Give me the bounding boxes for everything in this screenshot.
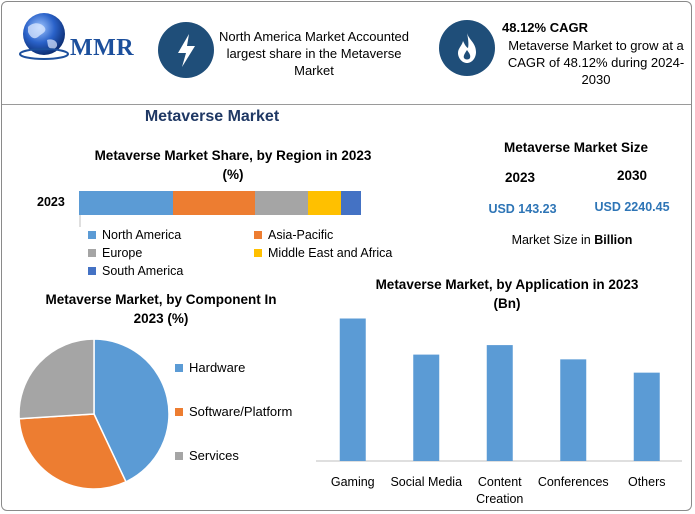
region-segment-north-america	[79, 191, 174, 215]
globe-icon	[19, 13, 69, 60]
application-chart-title: Metaverse Market, by Application in 2023…	[347, 275, 667, 313]
bar-social-media	[413, 354, 440, 461]
x-tick-label-others: Others	[628, 475, 666, 489]
region-segment-europe	[255, 191, 309, 215]
legend-label: North America	[102, 228, 182, 242]
legend-swatch	[254, 231, 262, 239]
stat2-title: 48.12% CAGR	[502, 20, 588, 35]
bar-gaming	[339, 318, 366, 461]
region-legend-item-middle-east-and-africa: Middle East and Africa	[254, 246, 392, 260]
region-chart-title-line2: (%)	[222, 167, 244, 182]
page-title: Metaverse Market	[144, 108, 280, 125]
legend-label: Hardware	[189, 360, 246, 375]
market-size-year-2030: 2030	[616, 168, 648, 183]
region-row-label: 2023	[37, 195, 65, 209]
component-legend-item-services: Services	[175, 448, 239, 463]
market-size-year-2023: 2023	[504, 170, 536, 185]
region-chart-title-line1: Metaverse Market Share, by Region in 202…	[94, 148, 372, 163]
legend-label: South America	[102, 264, 184, 278]
region-legend-item-asia-pacific: Asia-Pacific	[254, 228, 333, 242]
region-segment-middle-east-and-africa	[308, 191, 341, 215]
pie-slice-software-platform	[18, 413, 127, 490]
legend-label: Middle East and Africa	[268, 246, 393, 260]
pie-slice-services	[18, 338, 95, 420]
component-pie-chart	[18, 338, 170, 490]
legend-label: Europe	[102, 246, 143, 260]
legend-swatch	[88, 267, 96, 275]
stat1-text: North America Market Accounted largest s…	[218, 29, 410, 78]
region-legend-item-europe: Europe	[88, 246, 142, 260]
legend-label: Services	[189, 448, 239, 463]
x-tick-label-conferences: Conferences	[538, 475, 609, 489]
application-chart-title-line1: Metaverse Market, by Application in 2023	[375, 277, 639, 292]
legend-label: Asia-Pacific	[268, 228, 334, 242]
region-axis-tick	[79, 215, 81, 227]
header-divider	[2, 104, 691, 105]
stat2-text: Metaverse Market to grow at a CAGR of 48…	[507, 38, 685, 87]
header-band: MMR North America Market Accounted large…	[2, 2, 691, 105]
stat1-badge	[158, 22, 214, 78]
legend-swatch	[175, 451, 183, 460]
component-chart-title-line1: Metaverse Market, by Component In	[45, 292, 277, 307]
market-size-value-2023: USD 143.23	[488, 202, 557, 216]
pie-slice-hardware	[93, 338, 170, 483]
lightning-icon	[178, 34, 195, 67]
application-bar-chart: Gaming Social Media Content Creation Confere…	[316, 318, 682, 506]
bar-others	[633, 372, 660, 461]
x-tick-label-social-media: Social Media	[390, 475, 462, 489]
legend-swatch	[88, 249, 96, 257]
legend-label: Software/Platform	[189, 404, 293, 419]
component-chart-title-line2: 2023 (%)	[133, 311, 189, 326]
bar-conferences	[560, 359, 587, 461]
flame-icon	[458, 33, 476, 63]
bar-content-creation	[486, 345, 513, 461]
x-tick-label-gaming: Gaming	[331, 475, 375, 489]
logo-text: MMR	[70, 35, 135, 61]
component-legend-item-software-platform: Software/Platform	[175, 404, 292, 419]
component-chart-title: Metaverse Market, by Component In 2023 (…	[16, 290, 306, 328]
region-chart-title: Metaverse Market Share, by Region in 202…	[68, 146, 398, 184]
stat2-badge	[439, 20, 495, 76]
market-size-unit-prefix: Market Size in	[511, 233, 595, 247]
mmr-logo: MMR	[14, 10, 144, 62]
market-size-title: Metaverse Market Size	[503, 140, 649, 155]
market-size-unit: Market Size in Billion	[492, 233, 652, 247]
component-legend-item-hardware: Hardware	[175, 360, 245, 375]
application-chart-title-line2: (Bn)	[493, 296, 521, 311]
region-legend-item-south-america: South America	[88, 264, 183, 278]
region-legend-item-north-america: North America	[88, 228, 181, 242]
legend-swatch	[175, 407, 183, 416]
market-size-value-2030: USD 2240.45	[594, 200, 670, 214]
legend-swatch	[175, 363, 183, 372]
region-segment-south-america	[340, 191, 362, 215]
market-size-unit-bold: Billion	[594, 233, 633, 247]
region-stacked-bar	[79, 191, 373, 215]
legend-swatch	[88, 231, 96, 239]
legend-swatch	[254, 249, 262, 257]
region-segment-asia-pacific	[173, 191, 256, 215]
x-tick-label-content-creation: Content Creation	[476, 475, 523, 506]
